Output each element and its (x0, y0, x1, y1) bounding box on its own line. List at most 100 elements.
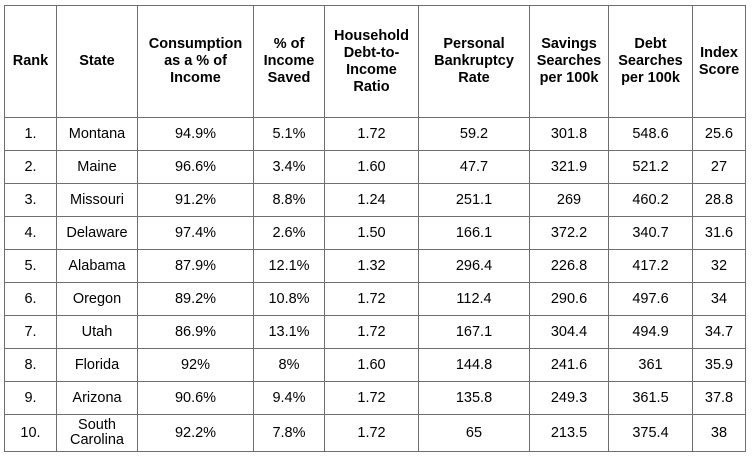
rank-cell: 6. (4, 282, 57, 316)
state-cell: Arizona (56, 381, 138, 415)
rank-cell: 2. (4, 150, 57, 184)
state-cell: Florida (56, 348, 138, 382)
bankruptcy-rate-cell: 59.2 (418, 117, 530, 151)
bankruptcy-rate-cell: 167.1 (418, 315, 530, 349)
debt-to-income-header: Household Debt-to-Income Ratio (324, 5, 419, 118)
table-row: 7. Utah 86.9% 13.1% 1.72 167.1 304.4 494.9 34.7 (4, 315, 746, 349)
bankruptcy-rate-cell: 135.8 (418, 381, 530, 415)
rank-cell: 4. (4, 216, 57, 250)
consumption-cell: 89.2% (137, 282, 254, 316)
debt-searches-cell: 497.6 (608, 282, 693, 316)
income-saved-cell: 12.1% (253, 249, 325, 283)
savings-searches-cell: 249.3 (529, 381, 609, 415)
consumption-cell: 91.2% (137, 183, 254, 217)
rank-cell: 8. (4, 348, 57, 382)
savings-searches-cell: 372.2 (529, 216, 609, 250)
debt-searches-cell: 340.7 (608, 216, 693, 250)
debt-to-income-cell: 1.72 (324, 381, 419, 415)
table-row: 3. Missouri 91.2% 8.8% 1.24 251.1 269 460.2 28.8 (4, 183, 746, 217)
income-saved-cell: 7.8% (253, 414, 325, 452)
income-saved-cell: 10.8% (253, 282, 325, 316)
index-score-cell: 35.9 (692, 348, 746, 382)
savings-searches-cell: 304.4 (529, 315, 609, 349)
debt-to-income-cell: 1.32 (324, 249, 419, 283)
consumption-cell: 94.9% (137, 117, 254, 151)
bankruptcy-rate-header: Personal Bankruptcy Rate (418, 5, 530, 118)
state-cell: Delaware (56, 216, 138, 250)
index-score-cell: 37.8 (692, 381, 746, 415)
debt-searches-cell: 361 (608, 348, 693, 382)
savings-searches-header: Savings Searches per 100k (529, 5, 609, 118)
consumption-cell: 87.9% (137, 249, 254, 283)
index-score-header: Index Score (692, 5, 746, 118)
bankruptcy-rate-cell: 166.1 (418, 216, 530, 250)
consumption-header: Consumption as a % of Income (137, 5, 254, 118)
index-score-cell: 32 (692, 249, 746, 283)
savings-searches-cell: 290.6 (529, 282, 609, 316)
state-cell: Maine (56, 150, 138, 184)
savings-searches-cell: 213.5 (529, 414, 609, 452)
consumption-cell: 97.4% (137, 216, 254, 250)
debt-to-income-cell: 1.60 (324, 348, 419, 382)
table-row: 10. South Carolina 92.2% 7.8% 1.72 65 213.5 375… (4, 414, 746, 452)
debt-to-income-cell: 1.24 (324, 183, 419, 217)
state-cell: Utah (56, 315, 138, 349)
table-row: 5. Alabama 87.9% 12.1% 1.32 296.4 226.8 417.2 32 (4, 249, 746, 283)
table-row: 1. Montana 94.9% 5.1% 1.72 59.2 301.8 548.6 25.6 (4, 117, 746, 151)
table-body: 1. Montana 94.9% 5.1% 1.72 59.2 301.8 548.6 25.6… (4, 117, 746, 452)
state-cell: South Carolina (56, 414, 138, 452)
index-score-cell: 34 (692, 282, 746, 316)
state-cell: Oregon (56, 282, 138, 316)
income-saved-cell: 5.1% (253, 117, 325, 151)
table-row: 4. Delaware 97.4% 2.6% 1.50 166.1 372.2 340.7 31… (4, 216, 746, 250)
debt-to-income-cell: 1.72 (324, 282, 419, 316)
debt-to-income-cell: 1.72 (324, 414, 419, 452)
bankruptcy-rate-cell: 144.8 (418, 348, 530, 382)
income-saved-header: % of Income Saved (253, 5, 325, 118)
savings-searches-cell: 321.9 (529, 150, 609, 184)
debt-to-income-cell: 1.72 (324, 117, 419, 151)
bankruptcy-rate-cell: 112.4 (418, 282, 530, 316)
index-score-cell: 27 (692, 150, 746, 184)
rank-cell: 1. (4, 117, 57, 151)
consumption-cell: 96.6% (137, 150, 254, 184)
bankruptcy-rate-cell: 251.1 (418, 183, 530, 217)
index-score-cell: 28.8 (692, 183, 746, 217)
debt-searches-cell: 361.5 (608, 381, 693, 415)
rank-cell: 10. (4, 414, 57, 452)
rank-cell: 7. (4, 315, 57, 349)
income-saved-cell: 9.4% (253, 381, 325, 415)
index-score-cell: 34.7 (692, 315, 746, 349)
debt-searches-header: Debt Searches per 100k (608, 5, 693, 118)
debt-searches-cell: 521.2 (608, 150, 693, 184)
consumption-cell: 90.6% (137, 381, 254, 415)
savings-searches-cell: 301.8 (529, 117, 609, 151)
debt-searches-cell: 494.9 (608, 315, 693, 349)
index-score-cell: 25.6 (692, 117, 746, 151)
table-row: 8. Florida 92% 8% 1.60 144.8 241.6 361 35.9 (4, 348, 746, 382)
state-cell: Montana (56, 117, 138, 151)
debt-to-income-cell: 1.50 (324, 216, 419, 250)
rank-cell: 9. (4, 381, 57, 415)
bankruptcy-rate-cell: 65 (418, 414, 530, 452)
income-saved-cell: 13.1% (253, 315, 325, 349)
savings-searches-cell: 269 (529, 183, 609, 217)
rank-header: Rank (4, 5, 57, 118)
table-row: 6. Oregon 89.2% 10.8% 1.72 112.4 290.6 497.6 34 (4, 282, 746, 316)
savings-searches-cell: 241.6 (529, 348, 609, 382)
rank-cell: 3. (4, 183, 57, 217)
savings-searches-cell: 226.8 (529, 249, 609, 283)
table-row: 2. Maine 96.6% 3.4% 1.60 47.7 321.9 521.2 27 (4, 150, 746, 184)
consumption-cell: 86.9% (137, 315, 254, 349)
consumption-cell: 92.2% (137, 414, 254, 452)
rank-cell: 5. (4, 249, 57, 283)
debt-searches-cell: 460.2 (608, 183, 693, 217)
income-saved-cell: 8% (253, 348, 325, 382)
state-ranking-table: Rank State Consumption as a % of Income% o… (4, 5, 746, 452)
state-cell: Alabama (56, 249, 138, 283)
income-saved-cell: 3.4% (253, 150, 325, 184)
debt-to-income-cell: 1.60 (324, 150, 419, 184)
debt-searches-cell: 417.2 (608, 249, 693, 283)
table-header-row: Rank State Consumption as a % of Income% o… (4, 5, 746, 118)
income-saved-cell: 2.6% (253, 216, 325, 250)
